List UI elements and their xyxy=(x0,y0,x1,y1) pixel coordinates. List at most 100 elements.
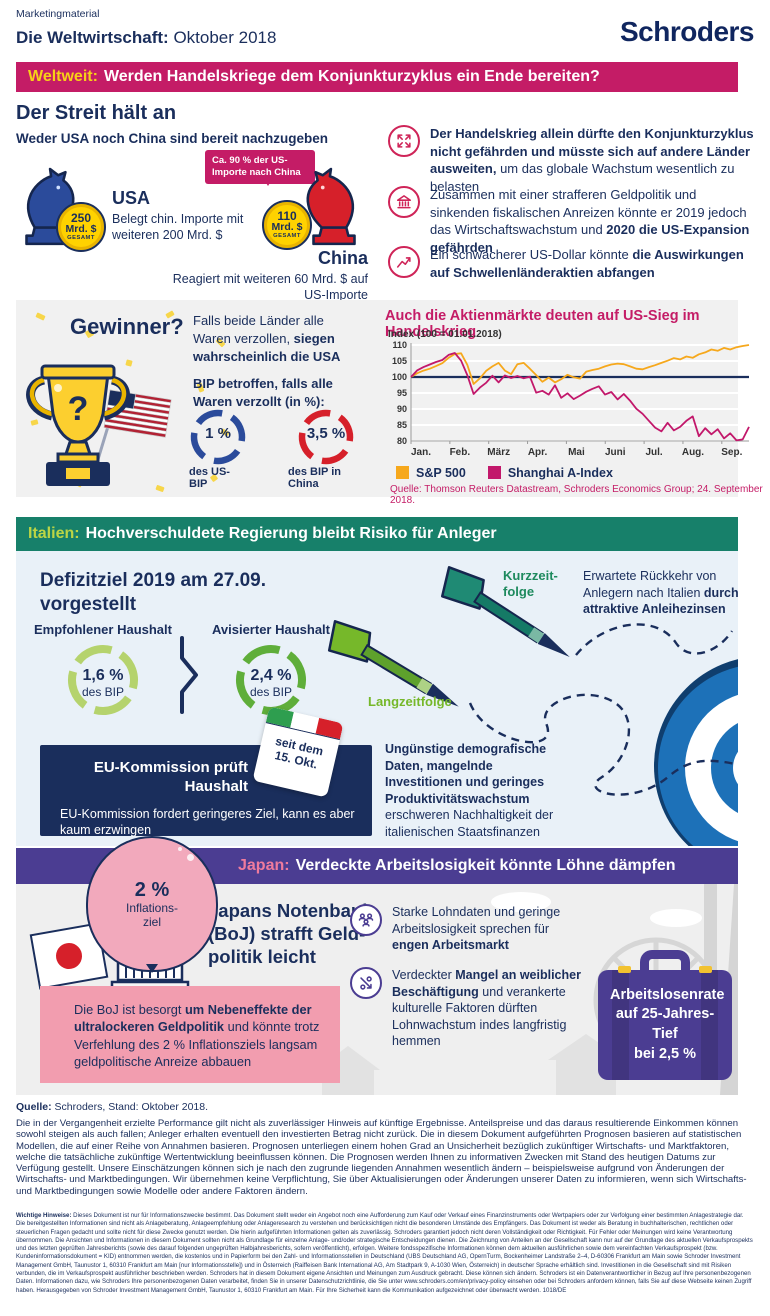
svg-text:Sep.: Sep. xyxy=(721,447,742,458)
bank-icon xyxy=(388,186,420,218)
inflation-target-label: Inflations-ziel xyxy=(125,900,179,929)
japan-heading: Japans Notenbank (BoJ) strafft Geld-polit… xyxy=(208,900,373,967)
banner-world-text: Werden Handelskriege dem Konjunkturzyklu… xyxy=(103,68,600,85)
line-chart: 80 85 90 95 100 105 110 Jan. Feb. März Apr. Mai Juni… xyxy=(392,340,750,458)
world-heading: Der Streit hält an xyxy=(16,102,177,124)
world-subheading: Weder USA noch China sind bereit nachzug… xyxy=(16,131,329,146)
banner-italy-tag: Italien: xyxy=(28,525,80,542)
chart-axis-note: Index (100 = 01.01.2018) xyxy=(388,329,502,340)
japan-bullet-1-text: Starke Lohndaten und geringe Arbeitslosi… xyxy=(392,905,561,952)
long-term-text: Ungünstige demografische Daten, mangelnd… xyxy=(385,742,554,839)
section-banner-italy: Italien: Hochverschuldete Regierung blei… xyxy=(16,517,738,551)
svg-text:100: 100 xyxy=(392,372,407,382)
legend-swatch-sp500 xyxy=(396,466,409,479)
japan-panel: BoJ Japans Notenbank(BoJ) strafft Geld-p… xyxy=(16,884,738,1095)
svg-text:Mai: Mai xyxy=(568,447,585,458)
page-title-bold: Die Weltwirtschaft: xyxy=(16,28,169,47)
budget-announced-sub: des BIP xyxy=(249,685,293,699)
banner-italy-text: Hochverschuldete Regierung bleibt Risiko… xyxy=(85,525,497,542)
dashed-flight-path-2 xyxy=(575,623,733,656)
chart-legend: S&P 500 Shanghai A-Index xyxy=(396,466,613,480)
svg-text:110: 110 xyxy=(392,340,407,350)
inflation-target-value: 2 % xyxy=(134,878,170,901)
world-bullet-3: Ein schwächerer US-Dollar könnte die Aus… xyxy=(388,246,754,281)
long-term-label: Langzeitfolge xyxy=(368,694,452,709)
svg-text:Feb.: Feb. xyxy=(450,447,471,458)
page-title-rest: Oktober 2018 xyxy=(168,28,277,47)
inflation-balloon: 2 % Inflations-ziel xyxy=(86,836,218,973)
footer-source: Quelle: Schroders, Stand: Oktober 2018. xyxy=(16,1101,209,1113)
china-coin-caption: GESAMT xyxy=(273,232,301,239)
us-gdp-value: 1 % xyxy=(205,425,231,442)
expand-arrows-icon xyxy=(388,125,420,157)
boj-pink-box: Die BoJ ist besorgt um Nebeneffekte der … xyxy=(40,986,340,1083)
world-bullet-2: Zusammen mit einer strafferen Geldpoliti… xyxy=(388,186,754,256)
short-term-label: Kurzzeit-folge xyxy=(503,568,558,599)
legend-label-shanghai: Shanghai A-Index xyxy=(507,466,613,480)
budget-recommended-value: 1,6 % xyxy=(82,667,124,684)
world-bullet-1-text: Der Handelskrieg allein dürfte den Konju… xyxy=(430,126,754,194)
us-gdp-label: des US-BIP xyxy=(189,466,230,490)
china-gdp-donut: 3,5 % des BIP in China xyxy=(288,408,364,490)
china-desc: Reagiert mit weiteren 60 Mrd. $ auf US-I… xyxy=(172,272,368,303)
unemployment-text: Arbeitslosenrate auf 25-Jahres-Tief bei 2,… xyxy=(610,986,725,1062)
suitcase-unemployment: Arbeitslosenrate auf 25-Jahres-Tief bei 2,… xyxy=(598,950,732,1080)
svg-text:85: 85 xyxy=(397,420,407,430)
svg-text:80: 80 xyxy=(397,436,407,446)
svg-text:Jul.: Jul. xyxy=(645,447,662,458)
calendar-date: seit dem 15. Okt. xyxy=(273,733,325,772)
svg-text:95: 95 xyxy=(397,388,407,398)
china-tariff-coin: 110 Mrd. $ GESAMT xyxy=(262,200,312,250)
china-label: China xyxy=(317,248,368,268)
suitcase-handle xyxy=(640,950,690,980)
svg-text:?: ? xyxy=(68,390,89,428)
banner-japan-tag: Japan: xyxy=(238,857,290,874)
svg-text:März: März xyxy=(487,447,510,458)
percent-decline-icon xyxy=(350,967,382,999)
section-banner-world: Weltweit: Werden Handelskriege dem Konju… xyxy=(16,62,738,92)
trophy-with-us-flag: ? xyxy=(26,364,172,486)
china-gdp-value: 3,5 % xyxy=(306,425,346,442)
svg-text:90: 90 xyxy=(397,404,407,414)
legend-item-shanghai: Shanghai A-Index xyxy=(487,466,613,480)
china-coin-value: 110 xyxy=(277,209,297,224)
usa-coin-unit: Mrd. $ xyxy=(65,223,97,236)
china-chess-knight-icon xyxy=(306,167,356,246)
chart-title: Auch die Aktienmärkte deuten auf US-Sieg… xyxy=(385,308,700,340)
imports-callout-bubble: Ca. 90 % der US-Importe nach China xyxy=(205,150,315,186)
budget-recommended-label: Empfohlener Haushalt xyxy=(34,622,172,637)
budget-announced-donut: 2,4 % des BIP xyxy=(234,643,308,715)
world-bullet-1: Der Handelskrieg allein dürfte den Konju… xyxy=(388,125,754,195)
usa-coin-value: 250 xyxy=(70,211,92,226)
footer-important-notes: Wichtige Hinweise: Dieses Dokument ist n… xyxy=(16,1212,753,1294)
dart-long-term-icon xyxy=(327,620,459,707)
schroders-logo: Schroders xyxy=(620,16,755,47)
world-bullet-2-text: Zusammen mit einer strafferen Geldpoliti… xyxy=(430,187,750,255)
dashed-flight-path xyxy=(468,693,738,796)
banner-japan-text: Verdeckte Arbeitslosigkeit könnte Löhne … xyxy=(295,857,676,874)
budget-recommended-sub: des BIP xyxy=(81,685,125,699)
italy-heading: Defizitziel 2019 am 27.09. vorgestellt xyxy=(40,570,267,615)
chevron-separator-icon xyxy=(180,636,198,714)
legend-item-sp500: S&P 500 xyxy=(396,466,466,480)
people-icon xyxy=(350,904,382,936)
page-title: Die Weltwirtschaft: Oktober 2018 xyxy=(16,28,276,48)
svg-text:Juni: Juni xyxy=(605,447,626,458)
chart-source: Quelle: Thomson Reuters Datastream, Schr… xyxy=(390,484,763,506)
svg-text:Apr.: Apr. xyxy=(528,447,548,458)
svg-text:Jan.: Jan. xyxy=(411,447,431,458)
gdp-heading: BIP betroffen, falls alle Waren verzollt… xyxy=(193,376,333,410)
eu-box-text: EU-Kommission fordert geringeres Ziel, k… xyxy=(60,806,355,837)
eyebrow-label: Marketingmaterial xyxy=(16,8,100,20)
banner-world-tag: Weltweit: xyxy=(28,68,98,85)
winner-heading: Gewinner? xyxy=(70,314,184,339)
trophy-cup: ? xyxy=(26,364,130,486)
japan-bullet-1: Starke Lohndaten und geringe Arbeitslosi… xyxy=(350,904,585,954)
footer-disclaimer: Die in der Vergangenheit erzielte Perfor… xyxy=(16,1118,747,1197)
world-bullet-3-text: Ein schwächerer US-Dollar könnte die Aus… xyxy=(430,247,744,280)
dartboard-target-icon xyxy=(654,659,738,846)
dart-short-term-icon xyxy=(440,566,570,657)
legend-swatch-shanghai xyxy=(487,466,501,479)
china-gdp-label: des BIP in China xyxy=(288,466,341,490)
